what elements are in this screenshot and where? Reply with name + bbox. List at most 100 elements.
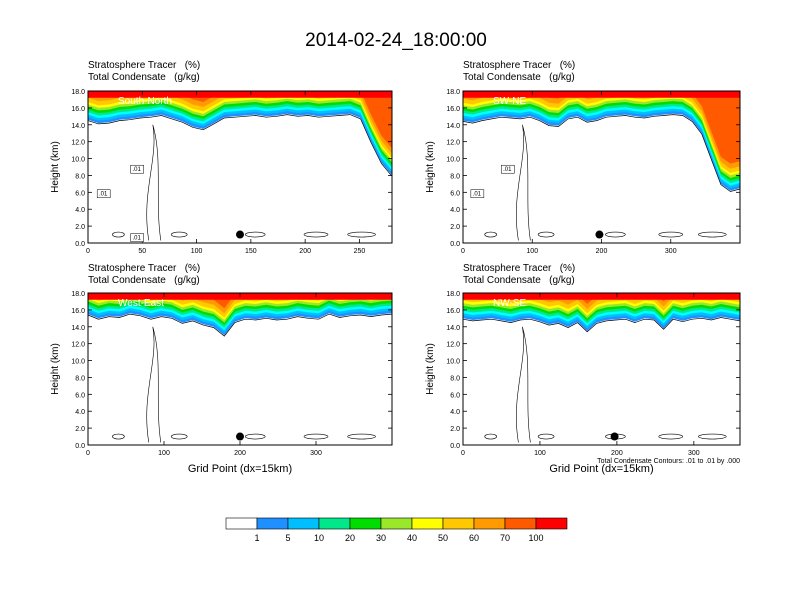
y-tick-label: 12.0: [71, 342, 85, 349]
condensate-contour: [303, 231, 329, 238]
y-tick-label: 10.0: [446, 157, 460, 164]
y-tick-label: 2.0: [75, 426, 85, 433]
x-tick-label: 200: [596, 248, 608, 255]
y-tick-label: 4.0: [450, 409, 460, 416]
y-tick-label: 6.0: [75, 392, 85, 399]
y-tick-label: 0.0: [75, 241, 85, 248]
colorbar-swatch: [411, 517, 444, 530]
y-tick-label: 18.0: [446, 291, 460, 298]
colorbar-swatch: [225, 517, 258, 530]
location-marker: [236, 230, 244, 239]
panel-title-line1: Stratosphere Tracer (%): [463, 263, 576, 274]
panel-title-line2: Total Condensate (g/kg): [88, 72, 200, 83]
colorbar-label: 10: [314, 533, 324, 543]
colorbar-swatch: [349, 517, 382, 530]
condensate-contour: [170, 231, 188, 238]
colorbar-label: 70: [500, 533, 510, 543]
y-tick-label: 6.0: [75, 190, 85, 197]
x-tick-label: 0: [461, 248, 465, 255]
condensate-contour: [462, 114, 741, 192]
colorbar-label: 30: [376, 533, 386, 543]
x-tick-label: 100: [191, 248, 203, 255]
x-tick-label: 100: [534, 450, 546, 457]
figure-title: 2014-02-24_18:00:00: [305, 30, 487, 51]
condensate-contour: [112, 433, 125, 440]
y-tick-label: 14.0: [446, 325, 460, 332]
tracer-field: [463, 293, 740, 331]
y-tick-label: 2.0: [450, 224, 460, 231]
location-marker: [610, 432, 619, 441]
x-tick-label: 300: [310, 450, 322, 457]
y-tick-label: 14.0: [446, 123, 460, 130]
y-tick-label: 18.0: [446, 89, 460, 96]
contour-label: .01: [132, 167, 141, 173]
colorbar-label: 50: [438, 533, 448, 543]
colorbar-swatch: [256, 517, 289, 530]
location-marker: [595, 230, 604, 239]
x-tick-label: 250: [354, 248, 366, 255]
panel-title-1: Stratosphere Tracer (%) Total Condensate …: [88, 60, 200, 84]
colorbar-label: 20: [345, 533, 355, 543]
condensate-contour: [146, 326, 162, 443]
condensate-contour: [537, 231, 555, 238]
y-tick-label: 6.0: [450, 190, 460, 197]
panel-1-plot: 0.0 2.0 4.0 6.0 8.0 10.0 12.0 14.0 16.0 18.0 0 50 10…: [50, 89, 393, 255]
panel-section-label: SW-NE: [493, 96, 526, 107]
location-marker: [236, 432, 244, 441]
x-axis-label: Grid Point (dx=15km): [188, 463, 292, 475]
colorbar-swatch: [287, 517, 320, 530]
colorbar-label: 60: [469, 533, 479, 543]
panel-title-3: Stratosphere Tracer (%) Total Condensate …: [88, 263, 200, 287]
y-tick-label: 16.0: [71, 106, 85, 113]
panel-3-plot: 0.0 2.0 4.0 6.0 8.0 10.0 12.0 14.0 16.0 18.0 0 100 2…: [50, 291, 393, 475]
y-tick-label: 12.0: [446, 140, 460, 147]
y-tick-label: 12.0: [446, 342, 460, 349]
x-tick-label: 300: [688, 450, 700, 457]
y-tick-label: 10.0: [71, 359, 85, 366]
y-tick-label: 8.0: [75, 173, 85, 180]
x-tick-label: 300: [665, 248, 677, 255]
panel-2-plot: 0.0 2.0 4.0 6.0 8.0 10.0 12.0 14.0 16.0 18.0 0 100 2…: [425, 89, 741, 255]
y-tick-label: 0.0: [450, 241, 460, 248]
condensate-contour: [244, 231, 266, 238]
tracer-band-top: [463, 293, 740, 300]
condensate-contour: [658, 433, 684, 440]
colorbar-swatch: [318, 517, 351, 530]
panel-title-line2: Total Condensate (g/kg): [463, 72, 575, 83]
tracer-band-1: [463, 91, 740, 191]
condensate-contour: [170, 433, 188, 440]
y-tick-label: 16.0: [71, 308, 85, 315]
colorbar-label: 5: [285, 533, 290, 543]
panel-title-line2: Total Condensate (g/kg): [463, 275, 575, 286]
condensate-contour: [605, 231, 626, 238]
condensate-contour: [462, 317, 741, 333]
colorbar-swatch: [504, 517, 537, 530]
y-tick-label: 4.0: [75, 207, 85, 214]
condensate-contour: [347, 231, 376, 238]
panel-title-4: Stratosphere Tracer (%) Total Condensate …: [463, 263, 575, 287]
panel-title-line1: Stratosphere Tracer (%): [88, 60, 201, 71]
y-tick-label: 4.0: [75, 409, 85, 416]
condensate-contour: [347, 433, 376, 440]
tracer-band-10: [463, 91, 740, 164]
contour-label: .01: [132, 236, 141, 242]
colorbar-label: 1: [254, 533, 259, 543]
y-tick-label: 8.0: [75, 375, 85, 382]
panel-title-line2: Total Condensate (g/kg): [88, 275, 200, 286]
y-tick-label: 16.0: [446, 308, 460, 315]
plot-frame: [87, 90, 393, 244]
condensate-contour: [146, 124, 162, 241]
tracer-band-3: [88, 91, 392, 171]
contour-label-box: [130, 164, 144, 174]
condensate-contour: [87, 313, 393, 337]
colorbar-swatch: [473, 517, 506, 530]
y-tick-label: 10.0: [446, 359, 460, 366]
y-axis-label: Height (km): [50, 343, 61, 395]
x-tick-label: 50: [138, 248, 146, 255]
y-tick-label: 18.0: [71, 89, 85, 96]
condensate-contour: [303, 433, 329, 440]
condensate-contour: [87, 114, 393, 177]
colorbar-swatch: [535, 517, 568, 530]
x-tick-label: 0: [86, 450, 90, 457]
contour-label-box: [130, 233, 144, 242]
